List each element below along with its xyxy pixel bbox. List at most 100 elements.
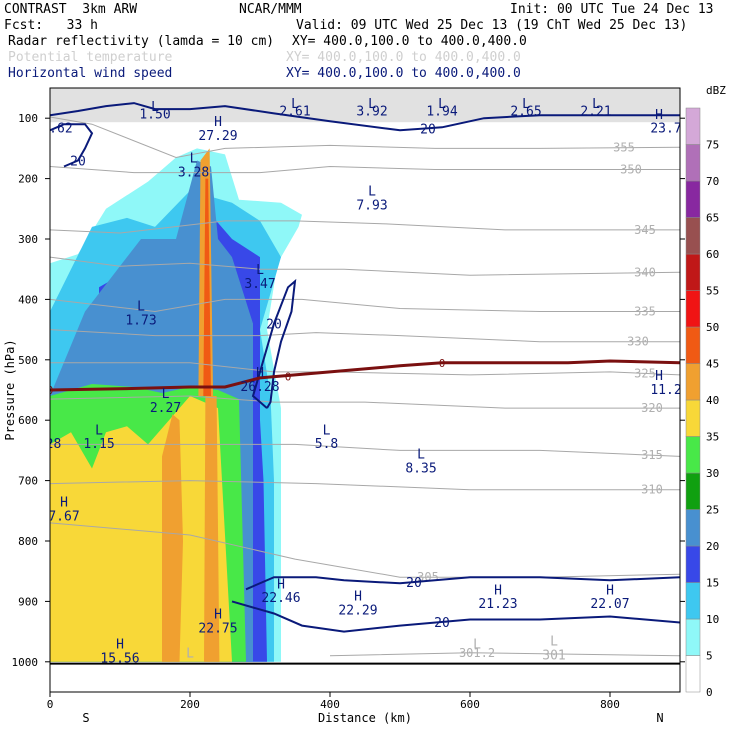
theta-contour-335 (50, 298, 680, 313)
annotation-19: L (368, 185, 376, 200)
theta-contour-330 (50, 329, 680, 343)
y-tick-label-400: 400 (18, 293, 38, 306)
annotation-9: 2.65 (510, 104, 541, 119)
colorbar-swatch-50 (685, 290, 701, 328)
colorbar-swatch-70 (685, 144, 701, 182)
annotation-24: 1.73 (125, 313, 156, 328)
y-tick-label-1000: 1000 (12, 656, 39, 669)
reflectivity-region-45dbz-9 (203, 178, 211, 396)
colorbar-level-label-20: 20 (706, 540, 719, 553)
plot-frame (49, 87, 681, 693)
annotation-3: 2.61 (279, 104, 310, 119)
colorbar-level-label-25: 25 (706, 504, 719, 517)
annotation-20: 7.93 (356, 199, 387, 214)
wind-contour-1 (50, 123, 94, 168)
colorbar-swatch-35 (685, 399, 701, 437)
annotation-45: 21.23 (478, 597, 517, 612)
annotation-14: 4.62 (41, 121, 72, 136)
y-tick-label-300: 300 (18, 233, 38, 246)
colorbar-level-label-10: 10 (706, 613, 719, 626)
field-1-coords: XY= 400.0,100.0 to 400.0,400.0 (292, 34, 527, 49)
annotation-17: L (190, 151, 198, 166)
annotation-55: 301 (542, 649, 565, 664)
annotation-22: 3.47 (244, 277, 275, 292)
annotation-30: 2.27 (150, 401, 181, 416)
y-tick-label-100: 100 (18, 112, 38, 125)
annotation-46: H (606, 583, 614, 598)
upper-band-shading (50, 88, 680, 123)
colorbar-swatch-55 (685, 253, 701, 291)
colorbar-swatch-65 (685, 180, 701, 218)
theta-contour-label-335: 335 (634, 304, 656, 318)
annotation-10: L (592, 97, 600, 112)
y-tick-label-600: 600 (18, 414, 38, 427)
annotation-29: L (162, 387, 170, 402)
wind-contour-label-0: 20 (420, 122, 436, 137)
annotation-21: L (256, 263, 264, 278)
theta-contour-label-320: 320 (641, 401, 663, 415)
reflectivity-region-40dbz-6 (162, 414, 183, 662)
x-tick-label-0: 0 (47, 698, 54, 711)
theta-contour-label-325: 325 (634, 366, 656, 380)
isotherm-zero-label-1: 0 (439, 357, 446, 370)
annotation-12: H (655, 108, 663, 123)
annotation-7: 1.94 (426, 104, 457, 119)
annotation-25: H (256, 366, 264, 381)
colorbar-level-label-60: 60 (706, 248, 719, 261)
x-end-label-left: S (82, 711, 89, 725)
theta-contour-355 (50, 116, 680, 159)
field-2-name: Potential temperature (8, 50, 173, 65)
colorbar-swatch-5 (685, 618, 701, 656)
annotation-38: H (60, 496, 68, 511)
isotherm-zero-line (50, 359, 680, 392)
y-tick-label-900: 900 (18, 595, 38, 608)
annotation-39: 7.67 (48, 510, 79, 525)
colorbar-level-label-65: 65 (706, 212, 719, 225)
y-tick-label-800: 800 (18, 535, 38, 548)
wind-contour-0 (50, 102, 680, 132)
colorbar-level-label-70: 70 (706, 175, 719, 188)
reflectivity-region-35dbz-5 (50, 396, 232, 662)
annotation-18: 3.28 (178, 165, 209, 180)
annotation-28: 11.2 (650, 383, 681, 398)
annotation-53: L (473, 638, 481, 653)
annotation-50: H (116, 638, 124, 653)
y-tick-label-700: 700 (18, 475, 38, 488)
annotation-23: L (137, 299, 145, 314)
theta-contour-label-310: 310 (641, 483, 663, 497)
annotation-49: 22.75 (198, 621, 237, 636)
x-end-label-right: N (656, 711, 663, 725)
org-label: NCAR/MMM (239, 2, 302, 17)
annotation-44: H (494, 583, 502, 598)
annotation-13: 23.7 (650, 121, 681, 136)
annotation-27: H (655, 369, 663, 384)
colorbar-swatch-60 (685, 217, 701, 255)
colorbar-swatch-45 (685, 326, 701, 364)
annotation-52: L (186, 647, 194, 662)
colorbar-level-label-75: 75 (706, 139, 719, 152)
colorbar-swatch-40 (685, 363, 701, 401)
reflectivity-region-40dbz-7 (204, 396, 220, 662)
annotation-15: H (214, 115, 222, 130)
annotation-48: H (214, 607, 222, 622)
colorbar-swatch-15 (685, 545, 701, 583)
annotation-1: 1.50 (139, 107, 170, 122)
theta-contour-310 (50, 480, 680, 491)
colorbar-level-label-15: 15 (706, 577, 719, 590)
colorbar-level-label-35: 35 (706, 431, 719, 444)
annotation-26: 26.28 (240, 380, 279, 395)
isotherm-zero-label-2: 0 (47, 384, 54, 397)
field-3-coords: XY= 400.0,100.0 to 400.0,400.0 (286, 66, 521, 81)
annotation-8: L (522, 97, 530, 112)
wind-contour-3 (231, 600, 680, 633)
colorbar-swatch-25 (685, 472, 701, 510)
y-tick-label-200: 200 (18, 173, 38, 186)
theta-contour-320 (50, 395, 680, 409)
colorbar-unit: dBZ (706, 84, 726, 97)
colorbar-swatch-75 (685, 107, 701, 145)
x-tick-label-200: 200 (180, 698, 200, 711)
x-tick-label-800: 800 (600, 698, 620, 711)
theta-contour-label-330: 330 (627, 335, 649, 349)
forecast-hour: Fcst: 33 h (4, 18, 98, 33)
